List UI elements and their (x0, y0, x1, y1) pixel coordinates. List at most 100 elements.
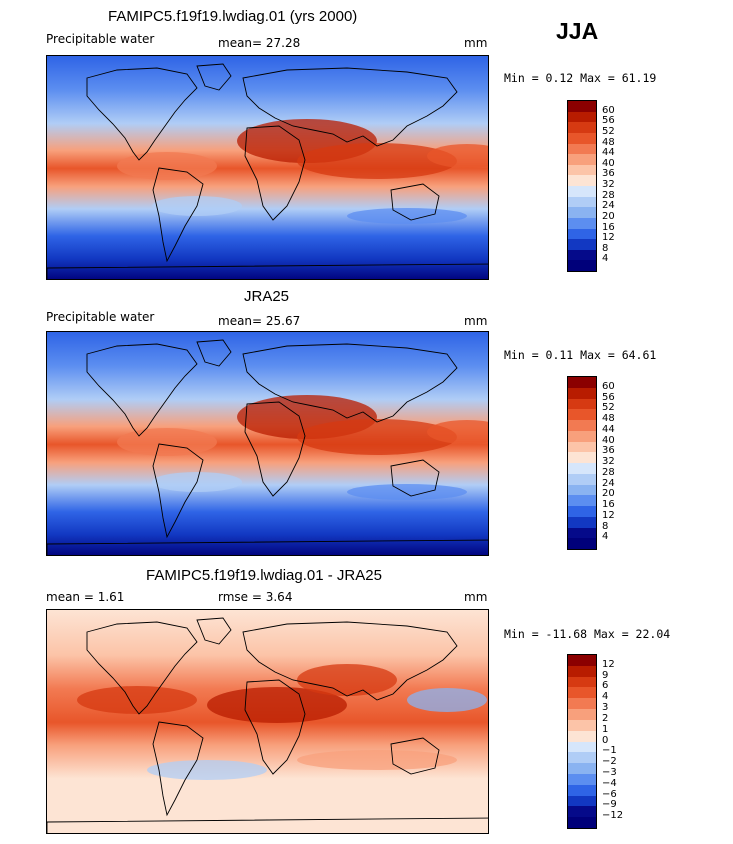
colorbar-label: 2 (602, 712, 609, 724)
colorbar-swatch (568, 538, 596, 549)
coastline (390, 183, 440, 221)
colorbar-label: 52 (602, 125, 615, 137)
colorbar-swatch (568, 132, 596, 144)
panel-1-colorbar (567, 100, 597, 272)
colorbar-label: 6 (602, 680, 609, 692)
colorbar-swatch (568, 196, 596, 208)
colorbar-label: 8 (602, 520, 609, 532)
coastline (86, 343, 198, 437)
colorbar-swatch (568, 420, 596, 431)
panel-2-colorbar (567, 376, 597, 550)
coastline (86, 67, 198, 161)
panel-3-minmax: Min = -11.68 Max = 22.04 (504, 627, 671, 641)
field-feature (147, 760, 267, 780)
colorbar-label: 9 (602, 669, 609, 681)
coastline (196, 63, 232, 91)
colorbar-label: 24 (602, 477, 615, 489)
colorbar-swatch (568, 741, 596, 753)
panel-3-mean: mean = 1.61 (46, 590, 125, 604)
panel-3-rmse: rmse = 3.64 (218, 590, 293, 604)
panel-2-title: JRA25 (244, 288, 290, 305)
field-feature (117, 152, 217, 180)
colorbar-label: 28 (602, 466, 615, 478)
colorbar-label: −4 (602, 777, 617, 789)
coastline (47, 817, 488, 833)
colorbar-swatch (568, 398, 596, 410)
field-feature (297, 419, 457, 455)
colorbar-swatch (568, 773, 596, 785)
coastline (390, 459, 440, 497)
colorbar-label: 52 (602, 402, 615, 414)
colorbar-swatch (568, 527, 596, 539)
season-label: JJA (556, 18, 599, 44)
colorbar-swatch (568, 473, 596, 485)
colorbar-label: 4 (602, 691, 609, 703)
field-feature (117, 428, 217, 456)
field-feature (297, 664, 397, 696)
colorbar-swatch (568, 207, 596, 218)
colorbar-swatch (568, 795, 596, 807)
panel-1-units: mm (464, 36, 488, 50)
colorbar-swatch (568, 228, 596, 240)
colorbar-swatch (568, 452, 596, 463)
field-feature (297, 750, 457, 770)
colorbar-label: −9 (602, 799, 617, 811)
panel-1-variable-label: Precipitable water (46, 32, 155, 46)
coastline (152, 167, 204, 263)
colorbar-label: 12 (602, 658, 615, 670)
colorbar-label: 20 (602, 210, 615, 222)
colorbar-swatch (568, 101, 596, 112)
field-feature (427, 420, 488, 444)
colorbar-swatch (568, 655, 596, 666)
panel-2-units: mm (464, 314, 488, 328)
colorbar-label: −12 (602, 810, 624, 822)
colorbar-swatch (568, 763, 596, 774)
colorbar-label: 56 (602, 115, 615, 127)
panel-3-colorbar (567, 654, 597, 829)
colorbar-label: 24 (602, 200, 615, 212)
colorbar-swatch (568, 154, 596, 165)
colorbar-swatch (568, 495, 596, 506)
coastline (196, 339, 232, 367)
colorbar-label: −3 (602, 766, 617, 778)
colorbar-swatch (568, 143, 596, 155)
coastline (196, 617, 232, 645)
colorbar-label: −6 (602, 788, 617, 800)
field-feature (407, 688, 487, 712)
colorbar-label: 8 (602, 242, 609, 254)
colorbar-label: 1 (602, 723, 609, 735)
colorbar-label: 32 (602, 179, 615, 190)
colorbar-swatch (568, 719, 596, 731)
colorbar-label: 4 (602, 531, 609, 543)
colorbar-swatch (568, 665, 596, 677)
field-feature (77, 686, 197, 714)
colorbar-label: 60 (602, 380, 615, 392)
colorbar-swatch (568, 730, 596, 742)
coastline (244, 401, 306, 497)
colorbar-swatch (568, 698, 596, 710)
colorbar-swatch (568, 387, 596, 399)
panel-3-title: FAMIPC5.f19f19.lwdiag.01 - JRA25 (146, 567, 382, 584)
colorbar-swatch (568, 817, 596, 828)
colorbar-swatch (568, 484, 596, 496)
colorbar-label: 20 (602, 488, 615, 500)
panel-2-mean: mean= 25.67 (218, 314, 301, 328)
colorbar-label: 44 (602, 147, 615, 159)
colorbar-label: −1 (602, 745, 617, 757)
panel-1-mean: mean= 27.28 (218, 36, 301, 50)
colorbar-swatch (568, 186, 596, 197)
colorbar-swatch (568, 441, 596, 453)
colorbar-swatch (568, 111, 596, 123)
coastline (47, 263, 488, 279)
colorbar-label: 12 (602, 232, 615, 244)
coastline (152, 443, 204, 539)
colorbar-label: 4 (602, 253, 609, 265)
colorbar-swatch (568, 687, 596, 699)
coastline (244, 679, 306, 775)
colorbar-swatch (568, 709, 596, 720)
colorbar-label: 0 (602, 734, 609, 746)
coastline (242, 621, 458, 701)
colorbar-swatch (568, 806, 596, 818)
colorbar-label: 32 (602, 456, 615, 467)
colorbar-swatch (568, 377, 596, 388)
